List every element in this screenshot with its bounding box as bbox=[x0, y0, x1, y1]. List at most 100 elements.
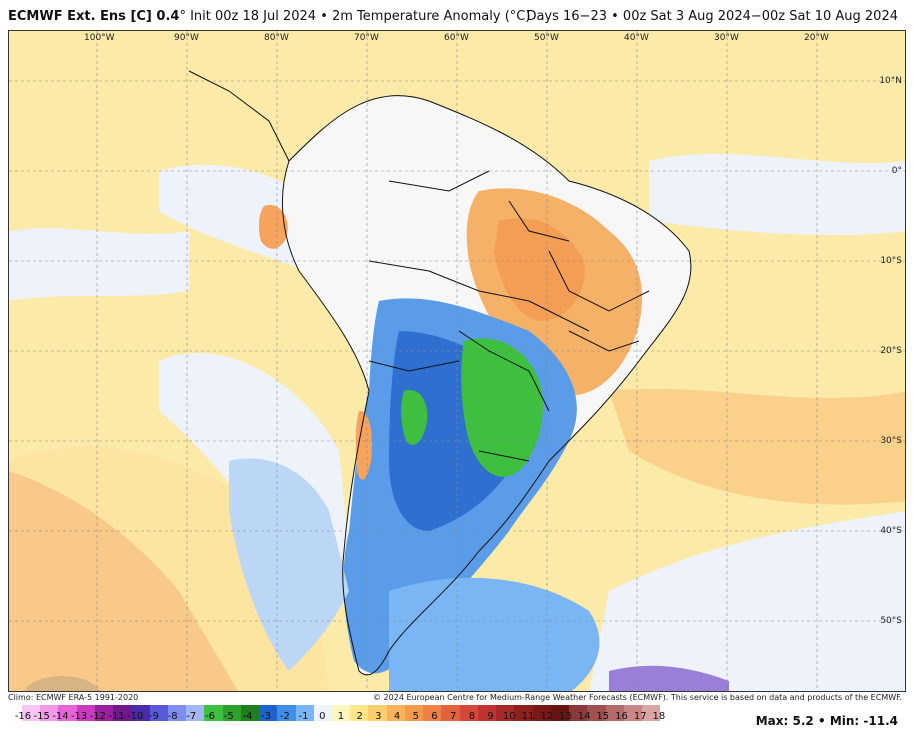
lon-label: 20°W bbox=[804, 33, 829, 43]
scale-swatch bbox=[113, 705, 132, 721]
scale-label: -6 bbox=[205, 711, 216, 722]
scale-label: -2 bbox=[279, 711, 290, 722]
scale-label: -12 bbox=[89, 711, 106, 722]
scale-swatch bbox=[94, 705, 114, 721]
scale-label: -10 bbox=[127, 711, 144, 722]
lon-label: 100°W bbox=[84, 33, 115, 43]
scale-swatch bbox=[149, 705, 168, 721]
scale-swatch bbox=[514, 705, 533, 721]
scale-swatch bbox=[222, 705, 241, 721]
scale-label: 17 bbox=[633, 711, 647, 722]
lat-label: 30°S bbox=[880, 436, 902, 446]
scale-label: 7 bbox=[449, 711, 457, 722]
lon-label: 80°W bbox=[264, 33, 289, 43]
scale-label: -15 bbox=[33, 711, 50, 722]
scale-label: 8 bbox=[468, 711, 476, 722]
scale-label: 6 bbox=[431, 711, 438, 722]
scale-swatch bbox=[58, 705, 77, 721]
scale-swatch bbox=[605, 705, 624, 721]
scale-swatch bbox=[204, 705, 223, 721]
scale-swatch bbox=[550, 705, 570, 721]
climo-note: Climo: ECMWF ERA-5 1991-2020 bbox=[8, 693, 139, 702]
scale-label: -16 bbox=[14, 711, 32, 722]
anomaly-map[interactable]: WeatherBELL bbox=[8, 30, 906, 692]
scale-label: -3 bbox=[261, 711, 272, 722]
scale-label: 12 bbox=[540, 711, 554, 722]
scale-swatch bbox=[423, 705, 442, 721]
scale-swatch bbox=[295, 705, 314, 721]
scale-label: 2 bbox=[356, 711, 363, 722]
lon-label: 90°W bbox=[174, 33, 199, 43]
scale-swatch bbox=[441, 705, 460, 721]
lat-label: 50°S bbox=[880, 616, 902, 626]
scale-label: 13 bbox=[559, 711, 572, 722]
scale-label: 11 bbox=[521, 711, 535, 722]
scale-swatch bbox=[131, 705, 150, 721]
scale-swatch bbox=[623, 705, 642, 721]
color-scale bbox=[22, 705, 661, 721]
scale-swatch bbox=[641, 705, 661, 721]
lon-label: 30°W bbox=[714, 33, 739, 43]
scale-swatch bbox=[76, 705, 95, 721]
scale-label: -7 bbox=[186, 711, 197, 722]
map-title: ECMWF Ext. Ens [C] 0.4° Init 00z 18 Jul … bbox=[8, 9, 531, 24]
valid-range: Days 16−23 • 00z Sat 3 Aug 2024−00z Sat … bbox=[526, 9, 898, 24]
max-value: 5.2 bbox=[792, 714, 814, 728]
lat-label: 10°N bbox=[879, 76, 902, 86]
scale-swatch bbox=[167, 705, 187, 721]
scale-label: 16 bbox=[615, 711, 628, 722]
scale-swatch bbox=[587, 705, 606, 721]
lat-label: 40°S bbox=[880, 526, 902, 536]
scale-label: -5 bbox=[223, 711, 234, 722]
scale-label: -9 bbox=[148, 711, 159, 722]
lat-label: 20°S bbox=[880, 346, 902, 356]
scale-label: 1 bbox=[337, 711, 345, 722]
scale-swatch bbox=[477, 705, 497, 721]
scale-label: 4 bbox=[393, 711, 401, 722]
scale-swatch bbox=[313, 705, 332, 721]
header: ECMWF Ext. Ens [C] 0.4° Init 00z 18 Jul … bbox=[0, 0, 914, 30]
max-label: Max: bbox=[755, 714, 789, 728]
scale-label: -14 bbox=[52, 711, 69, 722]
lon-label: 40°W bbox=[624, 33, 649, 43]
scale-label: 5 bbox=[412, 711, 419, 722]
scale-swatch bbox=[496, 705, 515, 721]
scale-label: 14 bbox=[577, 711, 591, 722]
scale-label: -8 bbox=[167, 711, 178, 722]
scale-swatch bbox=[459, 705, 478, 721]
scale-swatch bbox=[22, 705, 41, 721]
scale-swatch bbox=[569, 705, 588, 721]
scale-swatch bbox=[40, 705, 59, 721]
min-label: Min: bbox=[829, 714, 860, 728]
scale-swatch bbox=[404, 705, 424, 721]
copyright-note: © 2024 European Centre for Medium-Range … bbox=[373, 693, 902, 702]
scale-label: 9 bbox=[487, 711, 494, 722]
scale-label: -1 bbox=[298, 711, 309, 722]
scale-label: -13 bbox=[70, 711, 88, 722]
scale-swatch bbox=[331, 705, 351, 721]
scale-swatch bbox=[240, 705, 260, 721]
lat-label: 0° bbox=[891, 166, 902, 176]
lon-label: 50°W bbox=[534, 33, 559, 43]
scale-swatch bbox=[368, 705, 387, 721]
scale-label: 3 bbox=[375, 711, 382, 722]
weatherbell-logo: WeatherBELL bbox=[23, 676, 101, 691]
stats: Max: 5.2 • Min: -11.4 bbox=[755, 714, 898, 728]
color-scale-labels: -16 -15 -14 -13 -12 -11 -10 -9 -8 -7 -6 -5 -4 -3 -2 -1 0… bbox=[14, 711, 668, 722]
min-value: -11.4 bbox=[863, 714, 898, 728]
lon-label: 60°W bbox=[444, 33, 469, 43]
scale-label: -11 bbox=[108, 711, 125, 722]
scale-swatch bbox=[350, 705, 369, 721]
lon-label: 70°W bbox=[354, 33, 379, 43]
scale-swatch bbox=[532, 705, 551, 721]
scale-label: 15 bbox=[596, 711, 610, 722]
scale-swatch bbox=[277, 705, 296, 721]
scale-label: 18 bbox=[652, 711, 666, 722]
scale-swatch bbox=[386, 705, 405, 721]
scale-label: 10 bbox=[502, 711, 516, 722]
scale-swatch bbox=[186, 705, 205, 721]
lat-label: 10°S bbox=[880, 256, 902, 266]
scale-label: 0 bbox=[319, 711, 326, 722]
scale-swatch bbox=[259, 705, 278, 721]
scale-label: -4 bbox=[242, 711, 253, 722]
